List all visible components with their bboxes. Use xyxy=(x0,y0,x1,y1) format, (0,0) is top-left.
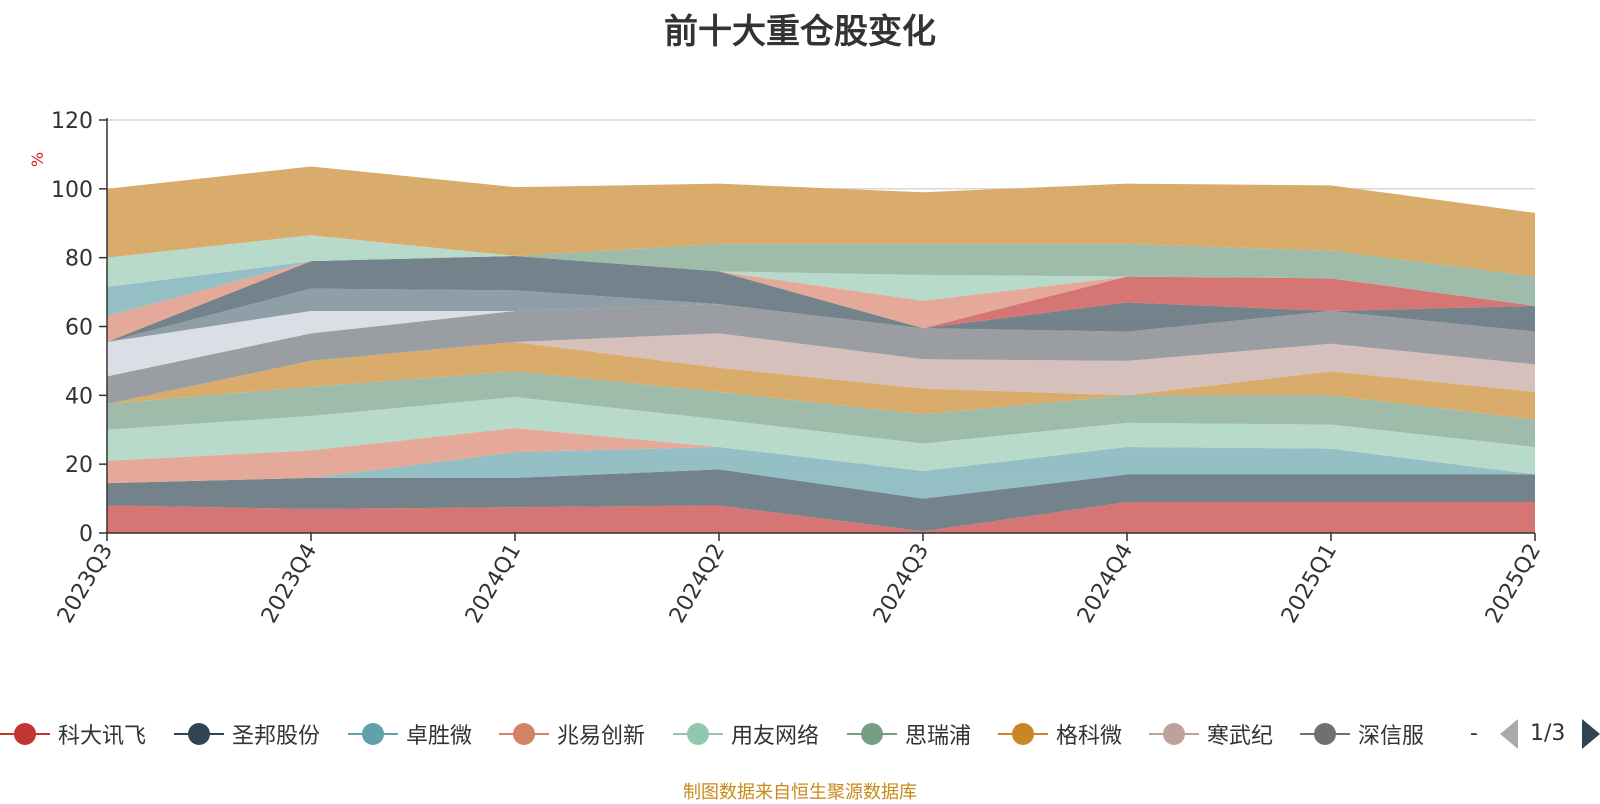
legend-marker-icon xyxy=(348,716,398,752)
area-series-2 xyxy=(107,469,1535,532)
legend-label: 卓胜微 xyxy=(406,724,473,749)
x-tick-label: 2023Q4 xyxy=(257,540,322,628)
legend-item[interactable]: 思瑞浦 xyxy=(847,716,971,752)
legend-item[interactable]: 寒武纪 xyxy=(1149,716,1273,752)
area-series-13 xyxy=(107,255,1535,342)
legend-label: 科大讯飞 xyxy=(58,724,147,749)
area-series-16 xyxy=(107,235,1535,306)
area-series-5 xyxy=(107,397,1535,475)
legend-page-indicator: 1/3 xyxy=(1530,721,1566,746)
legend-item[interactable]: 深信服 xyxy=(1300,716,1424,752)
area-series-1 xyxy=(107,502,1535,533)
legend-label: 兆易创新 xyxy=(557,724,646,749)
legend-marker-icon xyxy=(673,716,723,752)
legend-label: 寒武纪 xyxy=(1207,724,1274,749)
area-series-7 xyxy=(107,341,1535,420)
legend-marker-icon xyxy=(0,716,50,752)
legend-label: 格科微 xyxy=(1056,724,1123,749)
area-series-11 xyxy=(107,288,1535,342)
legend-more-indicator: - xyxy=(1470,721,1478,746)
area-series-9 xyxy=(107,304,1535,404)
legend-item[interactable]: 兆易创新 xyxy=(499,716,645,752)
area-series-17 xyxy=(107,235,1535,306)
legend-label: 圣邦股份 xyxy=(232,724,321,749)
legend-item[interactable]: 卓胜微 xyxy=(348,716,472,752)
area-series-3 xyxy=(107,446,1535,499)
x-tick-label: 2025Q1 xyxy=(1277,540,1342,628)
x-tick-label: 2024Q4 xyxy=(1073,540,1138,628)
y-tick-label: 20 xyxy=(65,453,93,478)
legend: 科大讯飞 圣邦股份 卓胜微 兆易创新 用友网络 思瑞浦 格科微 寒武纪 深信服 xyxy=(0,716,1600,752)
legend-marker-icon xyxy=(174,716,224,752)
x-tick-label: 2023Q3 xyxy=(53,540,118,628)
y-tick-label: 100 xyxy=(51,178,93,203)
x-tick-label: 2024Q2 xyxy=(665,540,730,628)
legend-item[interactable]: 格科微 xyxy=(998,716,1122,752)
area-series-group xyxy=(107,166,1535,533)
legend-prev-page-icon[interactable] xyxy=(1500,719,1518,749)
legend-label: 用友网络 xyxy=(731,724,820,749)
legend-label: 深信服 xyxy=(1358,724,1425,749)
legend-marker-icon xyxy=(1300,716,1350,752)
legend-marker-icon xyxy=(998,716,1048,752)
legend-label: 思瑞浦 xyxy=(905,724,972,749)
y-tick-label: 120 xyxy=(51,109,93,134)
area-series-8 xyxy=(107,333,1535,404)
legend-marker-icon xyxy=(499,716,549,752)
y-tick-label: 40 xyxy=(65,384,93,409)
area-series-18 xyxy=(107,166,1535,277)
legend-marker-icon xyxy=(847,716,897,752)
legend-marker-icon xyxy=(1149,716,1199,752)
legend-item[interactable]: 用友网络 xyxy=(673,716,819,752)
area-series-14 xyxy=(107,255,1535,342)
area-series-4 xyxy=(107,428,1535,484)
legend-item[interactable]: 圣邦股份 xyxy=(174,716,320,752)
y-axis-unit-label: % xyxy=(28,151,48,168)
legend-item[interactable]: 科大讯飞 xyxy=(0,716,146,752)
y-tick-label: 60 xyxy=(65,316,93,341)
legend-next-page-icon[interactable] xyxy=(1582,719,1600,749)
y-tick-label: 80 xyxy=(65,247,93,272)
x-tick-label: 2024Q3 xyxy=(869,540,934,628)
area-series-12 xyxy=(107,255,1535,342)
y-tick-label: 0 xyxy=(79,522,93,547)
x-tick-label: 2024Q1 xyxy=(461,540,526,628)
x-tick-label: 2025Q2 xyxy=(1481,540,1546,628)
area-series-6 xyxy=(107,371,1535,447)
chart-title: 前十大重仓股变化 xyxy=(664,12,936,52)
data-source-note: 制图数据来自恒生聚源数据库 xyxy=(683,782,917,803)
